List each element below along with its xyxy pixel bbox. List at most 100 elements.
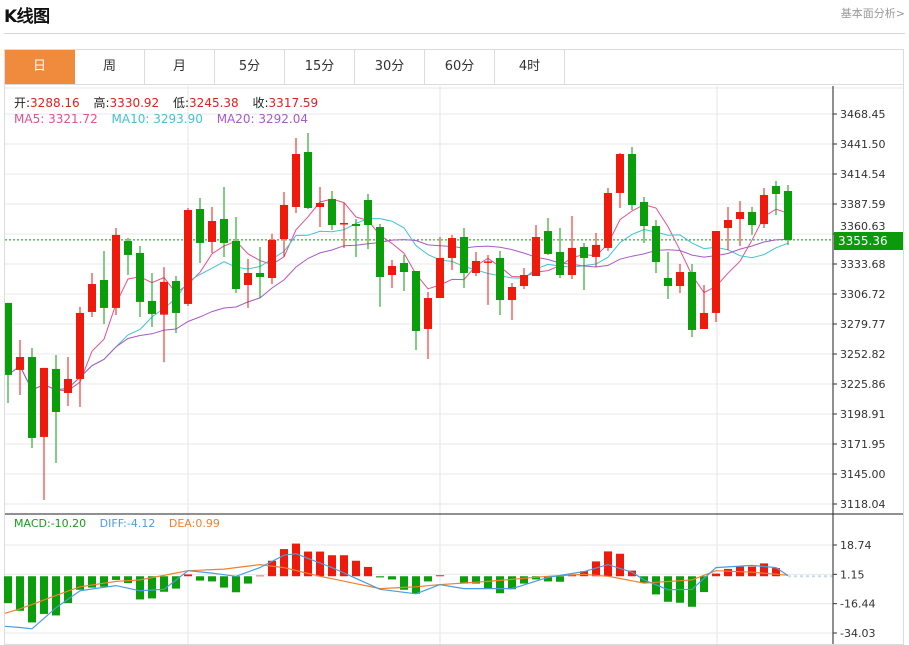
candle <box>256 246 264 299</box>
candle-body <box>460 237 468 273</box>
macd-bar <box>688 576 696 607</box>
axes: 3468.45 3441.50 3414.54 3387.59 3360.63 3333.… <box>5 86 903 644</box>
candles <box>5 132 792 501</box>
candle <box>280 191 288 257</box>
candle-body <box>628 154 636 205</box>
candle-body <box>568 247 576 275</box>
macd-bar <box>160 576 168 592</box>
ma5-line <box>7 198 789 392</box>
macd-bar <box>352 560 360 577</box>
candle <box>232 217 240 294</box>
diff-label: DIFF: <box>99 517 127 530</box>
candle <box>112 228 120 315</box>
candle-body <box>184 209 192 304</box>
candle-body <box>580 246 588 258</box>
candle-body <box>124 240 132 255</box>
macd-bar <box>700 576 708 593</box>
candle-body <box>388 265 396 275</box>
macd-bar <box>100 576 108 587</box>
candle <box>100 250 108 324</box>
macd-bar <box>220 576 228 588</box>
macd-bar <box>184 574 192 577</box>
macd-label: MACD: <box>14 517 51 530</box>
tab-month[interactable]: 月 <box>145 50 215 84</box>
candle <box>364 193 372 249</box>
candle-body <box>172 281 180 313</box>
divider <box>4 33 905 34</box>
candle <box>52 355 60 463</box>
candle-body <box>760 194 768 225</box>
macd-bar <box>616 553 624 577</box>
macd-bar <box>340 555 348 577</box>
candle <box>460 228 468 289</box>
candle-body <box>52 368 60 413</box>
candle <box>544 218 552 255</box>
macd-bar <box>364 566 372 577</box>
macd-bar <box>592 561 600 577</box>
low-value: 3245.38 <box>189 96 239 110</box>
candle-body <box>376 227 384 277</box>
macd-bar <box>544 576 552 582</box>
candle <box>508 283 516 320</box>
ma20-value: 3292.04 <box>258 112 309 126</box>
macd-bar <box>280 549 288 577</box>
close-label: 收: <box>252 96 269 110</box>
candle <box>208 206 216 253</box>
candle <box>340 202 348 248</box>
tab-5min[interactable]: 5分 <box>215 50 285 84</box>
macd-bar <box>16 576 24 611</box>
macd-bar <box>388 576 396 580</box>
candle-body <box>340 223 348 225</box>
diff-line <box>4 553 789 630</box>
candle <box>5 302 12 403</box>
macd-y-tick-label: -34.03 <box>840 627 875 640</box>
candle <box>184 207 192 306</box>
open-label: 开: <box>14 96 31 110</box>
candle <box>292 137 300 213</box>
candle-body <box>772 185 780 194</box>
macd-bar <box>748 566 756 577</box>
macd-bar <box>628 570 636 577</box>
candle <box>712 231 720 322</box>
candle <box>700 285 708 329</box>
candle-body <box>280 204 288 240</box>
candle <box>760 187 768 229</box>
tab-week[interactable]: 周 <box>75 50 145 84</box>
macd-bar <box>4 576 12 604</box>
fundamental-analysis-link[interactable]: 基本面分析> <box>840 7 905 20</box>
tab-day[interactable]: 日 <box>5 50 75 84</box>
tab-30min[interactable]: 30分 <box>355 50 425 84</box>
macd-bar <box>760 563 768 577</box>
macd-bar <box>664 576 672 602</box>
tab-60min[interactable]: 60分 <box>425 50 495 84</box>
macd-bar <box>40 576 48 614</box>
candle <box>196 197 204 263</box>
candle <box>664 251 672 300</box>
tab-4hour[interactable]: 4时 <box>495 50 565 84</box>
ma5-value: 3321.72 <box>48 112 98 126</box>
candle <box>556 228 564 278</box>
macd-bar <box>208 576 216 582</box>
macd-bar <box>508 576 516 590</box>
macd-bar <box>268 560 276 577</box>
macd-bar <box>88 576 96 588</box>
candle-body <box>484 261 492 263</box>
y-tick-label: 3360.63 <box>840 220 886 233</box>
candle-body <box>100 280 108 308</box>
candle-body <box>292 154 300 207</box>
macd-bar <box>232 576 240 593</box>
candle <box>28 348 36 448</box>
diff-value: -4.12 <box>126 517 156 530</box>
candle <box>376 224 384 307</box>
macd-bar <box>724 568 732 577</box>
candle <box>268 233 276 285</box>
candle-body <box>508 287 516 301</box>
candle-body <box>616 154 624 193</box>
candle-body <box>136 252 144 302</box>
tab-15min[interactable]: 15分 <box>285 50 355 84</box>
macd-bar <box>328 555 336 577</box>
high-value: 3330.92 <box>109 96 160 110</box>
candle <box>76 306 84 407</box>
macd-bar <box>148 576 156 599</box>
